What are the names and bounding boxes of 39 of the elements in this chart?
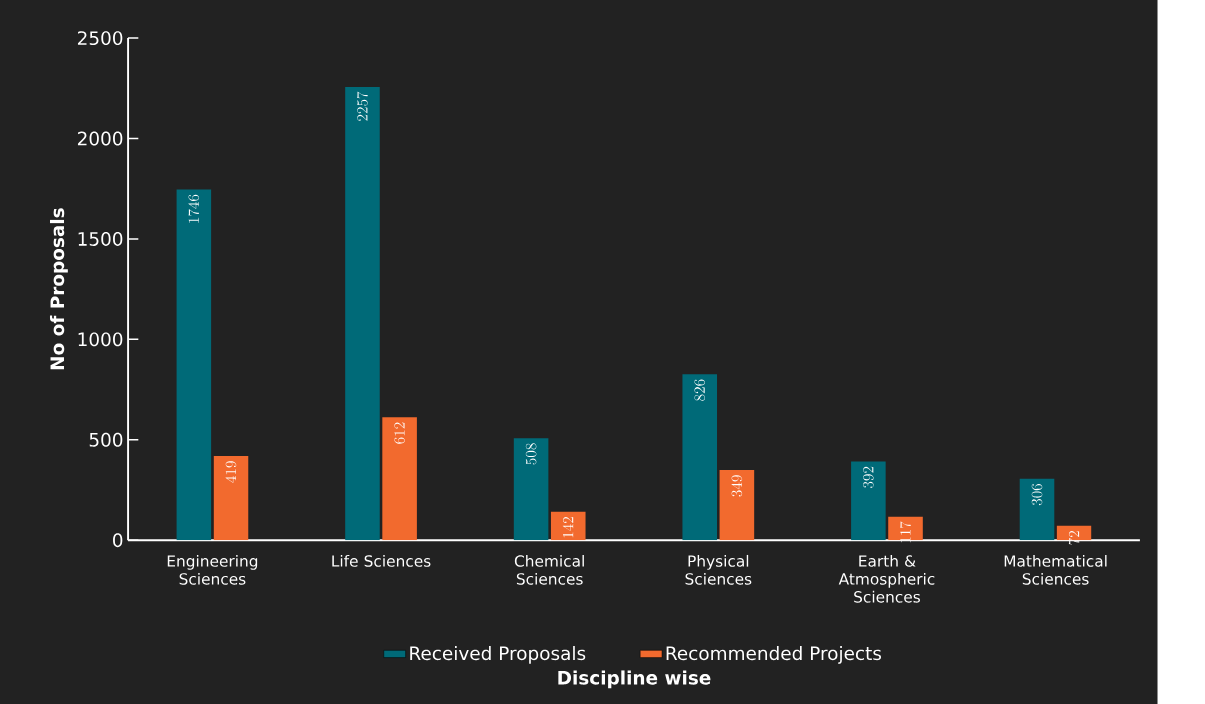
bar <box>719 470 755 541</box>
data-label: 826 <box>694 379 706 401</box>
x-tick-label: Earth & Atmospheric Sciences <box>838 554 935 603</box>
data-label: 419 <box>225 461 237 483</box>
y-tick-label: 1000 <box>78 332 123 347</box>
y-tick-label: 1500 <box>78 231 123 246</box>
x-tick-label: Mathematical Sciences <box>1004 554 1107 585</box>
data-label: 392 <box>863 466 874 488</box>
y-tick-label: 2500 <box>77 31 123 46</box>
data-label: 349 <box>731 475 743 497</box>
data-label: 306 <box>1031 483 1043 506</box>
legend-label: Recommended Projects <box>666 645 882 664</box>
bar <box>888 516 923 541</box>
y-tick-label: 0 <box>113 533 123 548</box>
bar <box>550 511 586 541</box>
x-axis-title: Discipline wise <box>558 670 711 689</box>
data-label: 72 <box>1068 530 1080 545</box>
x-tick-label: Physical Sciences <box>685 554 752 585</box>
data-label: 117 <box>900 521 911 543</box>
data-label: 508 <box>525 443 537 465</box>
bar <box>851 461 886 541</box>
data-label: 142 <box>562 516 574 538</box>
y-axis-title: No of Proposals <box>49 208 68 370</box>
data-label: 1746 <box>188 194 200 223</box>
bar <box>213 455 249 541</box>
x-tick-label: Life Sciences <box>332 554 431 567</box>
data-label: 612 <box>394 422 405 444</box>
bar <box>382 417 417 541</box>
data-label: 2257 <box>357 91 368 121</box>
bar <box>176 189 212 541</box>
bar <box>345 86 380 541</box>
bar <box>1019 478 1055 541</box>
bar <box>682 374 718 541</box>
y-tick-label: 500 <box>89 432 123 447</box>
y-tick-label: 2000 <box>77 131 123 146</box>
bar <box>513 438 549 541</box>
legend-label: Received Proposals <box>410 645 586 664</box>
x-tick-label: Engineering Sciences <box>167 554 258 585</box>
x-tick-label: Chemical Sciences <box>514 554 584 585</box>
